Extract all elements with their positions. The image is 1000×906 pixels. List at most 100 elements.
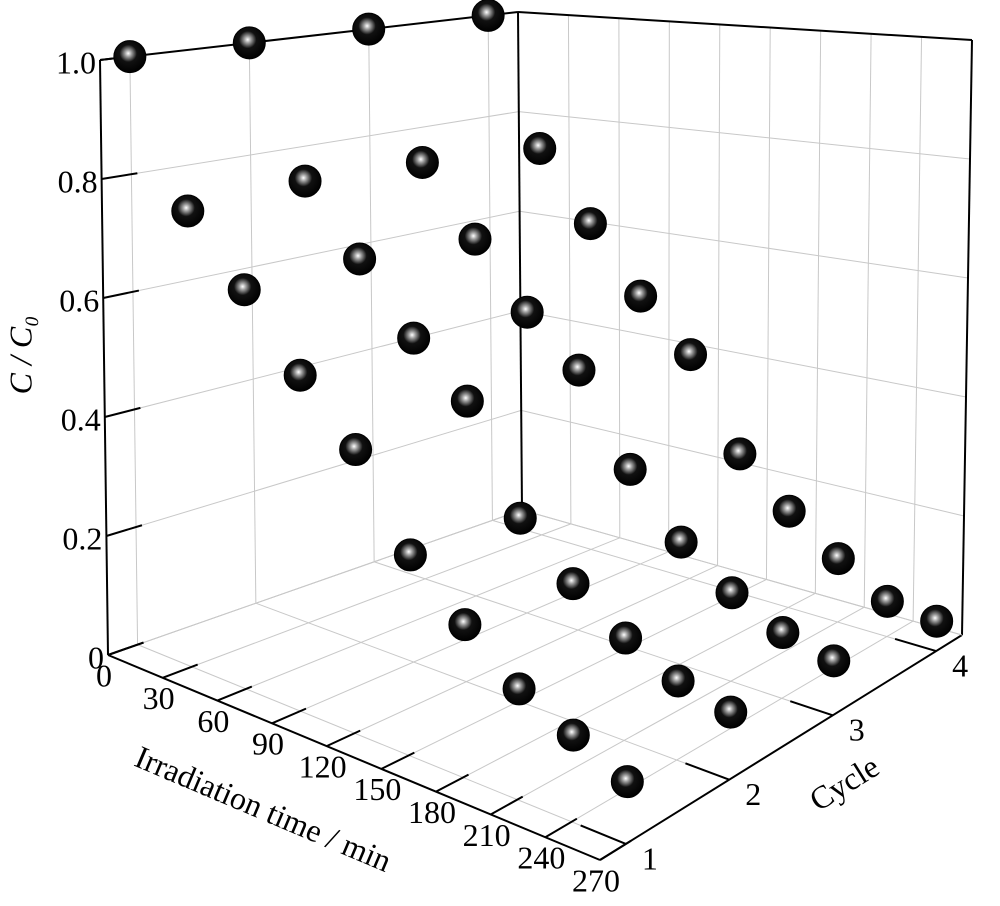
data-point <box>556 567 590 601</box>
tick-mark <box>271 707 307 725</box>
y-tick-label: 4 <box>952 647 968 683</box>
x-tick-label: 60 <box>197 703 229 739</box>
axis-line <box>99 11 519 61</box>
x-tick-label: 240 <box>517 840 565 876</box>
z-tick-label: 0.6 <box>59 282 99 318</box>
data-point <box>450 384 484 418</box>
data-point <box>674 338 708 372</box>
tick-mark <box>435 773 469 793</box>
grid-line <box>106 409 522 537</box>
tick-mark <box>544 817 578 839</box>
axis-line <box>521 509 963 636</box>
grid-line <box>545 620 914 838</box>
grid-line <box>520 310 967 398</box>
y-tick-label: 2 <box>745 776 761 812</box>
tick-mark <box>789 700 834 717</box>
axis-line <box>517 11 523 511</box>
tick-mark <box>490 795 524 816</box>
grid-line <box>912 36 923 622</box>
y-axis-label: Cycle <box>803 748 885 818</box>
grid-line <box>717 24 721 566</box>
x-tick-label: 150 <box>353 771 401 807</box>
data-point <box>562 353 596 387</box>
data-point <box>288 164 322 198</box>
grid-line <box>368 29 375 562</box>
axis-line <box>99 59 109 656</box>
data-point <box>723 437 757 471</box>
axis-line <box>107 509 523 656</box>
tick-mark <box>102 289 140 299</box>
data-point <box>556 718 590 752</box>
x-tick-label: 180 <box>408 794 456 830</box>
data-point <box>352 12 386 46</box>
z-axis-label: C / C₀ <box>2 316 38 395</box>
grid-line <box>765 27 771 580</box>
data-point <box>397 321 431 355</box>
data-point <box>171 194 205 228</box>
x-tick-label: 120 <box>299 748 347 784</box>
grid-line <box>137 644 627 845</box>
data-point <box>920 604 954 638</box>
y-tick-label: 3 <box>849 712 865 748</box>
data-point <box>766 616 800 650</box>
axis-line <box>107 654 601 861</box>
data-point <box>817 644 851 678</box>
x-tick-label: 30 <box>143 680 175 716</box>
data-point <box>870 584 904 618</box>
tick-mark <box>685 762 730 781</box>
data-point <box>510 295 544 329</box>
data-point <box>573 207 607 241</box>
data-point <box>343 242 377 276</box>
data-point <box>458 222 492 256</box>
data-point <box>715 576 749 610</box>
axis-line <box>517 11 973 41</box>
tick-mark <box>162 663 199 679</box>
x-tick-label: 270 <box>572 862 620 898</box>
tick-mark <box>599 839 632 861</box>
grid-line <box>248 42 257 604</box>
data-point <box>661 664 695 698</box>
data-point <box>232 26 266 60</box>
grid-line <box>490 606 865 815</box>
grid-line <box>492 519 937 652</box>
grid-line <box>217 537 620 702</box>
z-tick-label: 0.4 <box>61 401 101 437</box>
data-point <box>503 501 537 535</box>
grid-line <box>129 56 139 645</box>
tick-mark <box>216 685 253 702</box>
data-point <box>624 279 658 313</box>
grid-line <box>668 21 670 552</box>
axis-line <box>961 39 973 636</box>
grid-line <box>373 561 833 716</box>
tick-mark <box>107 641 144 656</box>
grid-line <box>518 111 971 160</box>
grid-line <box>618 18 621 538</box>
z-tick-label: 1.0 <box>56 44 96 80</box>
data-point <box>821 542 855 576</box>
grid-line <box>104 310 521 418</box>
data-point <box>339 433 373 467</box>
tick-mark <box>580 824 627 845</box>
data-point <box>609 621 643 655</box>
grid-line <box>255 602 730 781</box>
data-point <box>448 608 482 642</box>
data-point <box>523 132 557 165</box>
grid-line <box>814 30 822 594</box>
z-tick-label: 0.2 <box>62 520 102 556</box>
tick-mark <box>106 524 143 537</box>
grid-line <box>435 592 816 793</box>
tick-mark <box>104 406 141 418</box>
grid-line <box>863 33 872 608</box>
data-point <box>613 452 647 486</box>
grid-line <box>487 15 493 521</box>
data-point <box>610 765 644 799</box>
x-tick-label: 90 <box>252 726 284 762</box>
data-point <box>471 0 505 32</box>
grid-line <box>567 15 572 524</box>
grid-line <box>326 565 718 747</box>
axis-line <box>599 634 963 861</box>
data-point <box>393 538 427 572</box>
grid-line <box>381 578 767 770</box>
